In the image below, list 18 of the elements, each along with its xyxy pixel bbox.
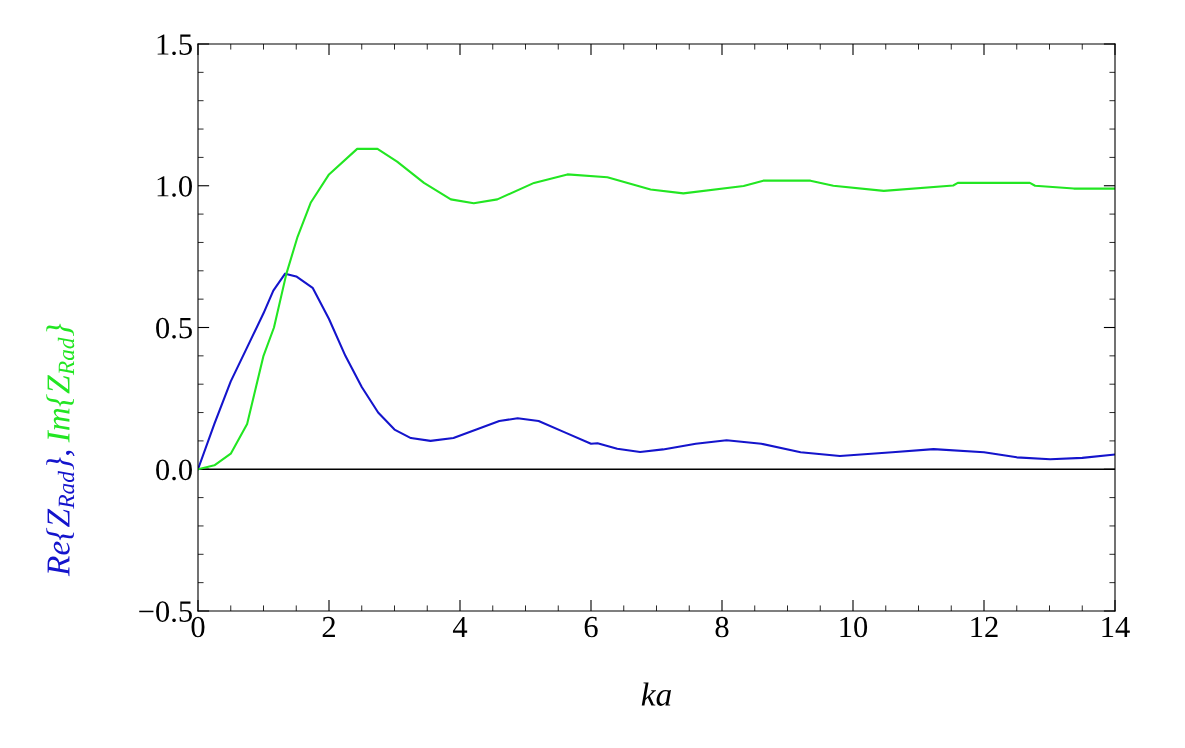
line-series — [198, 272, 1115, 471]
y-tick-label: 1.5 — [157, 34, 192, 56]
x-tick-label: 6 — [584, 616, 598, 638]
y-tick-label: −0.5 — [139, 601, 192, 623]
text: Re{Z$_{Rad}$}, — [46, 450, 75, 577]
x-axis-title: ka — [641, 682, 671, 706]
x-tick-label: 2 — [322, 616, 335, 638]
x-tick-label: 10 — [840, 616, 868, 638]
x-tick-label: 14 — [1102, 616, 1130, 638]
text: Im{Z$_{Rad}$} — [46, 323, 75, 443]
line-series — [198, 147, 1115, 471]
x-tick-label: 12 — [971, 616, 998, 638]
y-tick-label: 0.5 — [156, 317, 192, 339]
y-tick-label: 0.0 — [156, 459, 192, 481]
x-tick-label: 8 — [715, 616, 729, 638]
x-tick-label: 4 — [452, 616, 468, 638]
x-tick-label: 0 — [191, 616, 205, 638]
y-tick-label: 1.0 — [157, 176, 192, 197]
